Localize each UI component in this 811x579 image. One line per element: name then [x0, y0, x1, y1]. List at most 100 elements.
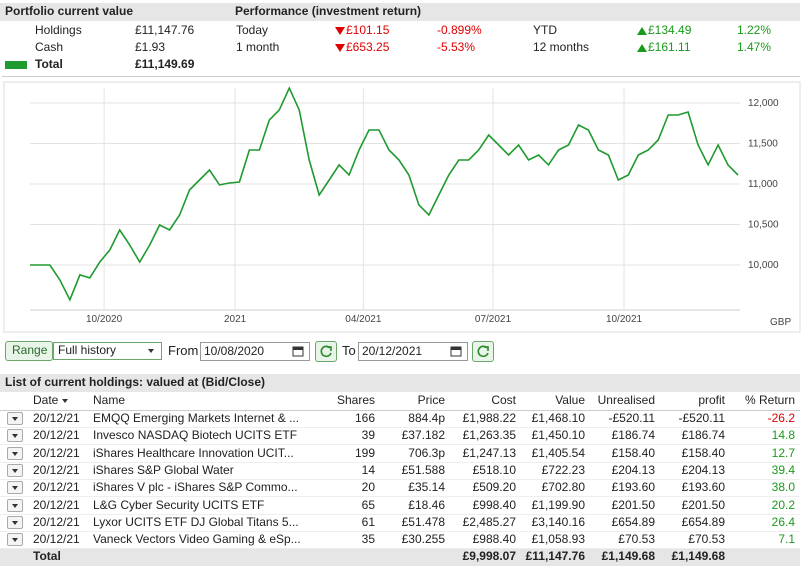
line [30, 86, 739, 302]
column-header[interactable]: Date [33, 393, 59, 407]
cell: £193.60 [611, 480, 655, 495]
cell: 20.2 [771, 497, 795, 512]
cell: £1,058.93 [531, 532, 585, 547]
cell: £1,988.22 [462, 411, 516, 425]
row-menu[interactable] [7, 412, 23, 425]
cell: £70.53 [688, 532, 725, 547]
cell: 26.4 [771, 514, 795, 529]
to-date-input[interactable] [358, 342, 468, 361]
to-date[interactable]: 20/12/2021 [362, 344, 423, 358]
cell: £193.60 [681, 480, 725, 495]
cell: £186.74 [681, 428, 725, 443]
refresh-icon [320, 345, 332, 358]
row-menu[interactable] [7, 533, 23, 547]
cell: £1,247.13 [462, 445, 516, 460]
row-menu[interactable] [7, 498, 23, 512]
cell: Invesco NASDAQ Biotech UCITS ETF [93, 428, 298, 443]
cell: £158.40 [681, 445, 725, 460]
cell: 39 [361, 428, 375, 443]
change-pct: -5.53% [437, 40, 476, 54]
refresh-from[interactable] [315, 341, 337, 362]
summary-value: £1.93 [135, 40, 166, 54]
from-date[interactable]: 10/08/2020 [204, 344, 265, 358]
cell: 12.7 [771, 445, 795, 460]
row-menu[interactable] [7, 515, 23, 529]
refresh-to[interactable] [472, 341, 494, 362]
cell: £35.14 [408, 480, 445, 495]
down-arrow [335, 44, 345, 52]
y-tick-label: 11,000 [748, 179, 778, 190]
y-tick-label: 10,500 [748, 219, 779, 230]
cell: iShares V plc - iShares S&P Commo... [93, 480, 298, 495]
sort-arrow[interactable] [62, 399, 68, 403]
cell: £998.40 [472, 497, 516, 512]
cell: 61 [361, 514, 375, 529]
change-pct: 1.47% [737, 40, 772, 54]
x-tick-label: 04/2021 [345, 314, 382, 325]
row-menu[interactable] [7, 446, 23, 460]
cell: £518.10 [472, 462, 516, 477]
cell: L&G Cyber Security UCITS ETF [93, 497, 265, 512]
change-pct: 1.22% [737, 23, 772, 37]
range-label-box [5, 341, 53, 361]
cell: 20/12/21 [33, 514, 80, 529]
change-pct: -0.899% [437, 23, 482, 37]
cell: £158.40 [611, 445, 655, 460]
change: £134.49 [648, 23, 692, 37]
column-header: % Return [744, 393, 795, 407]
cell: 20/12/21 [33, 462, 80, 477]
from-date-input[interactable] [200, 342, 310, 361]
cell: -£520.11 [678, 411, 725, 425]
range-select[interactable] [53, 342, 162, 360]
cell: £1,450.10 [531, 428, 585, 443]
period: 12 months [533, 40, 590, 54]
from-label: From [168, 343, 199, 358]
period: 1 month [236, 40, 280, 54]
x-tick-label: 10/2020 [86, 314, 123, 325]
holdings-title: List of current holdings: valued at (Bid… [5, 375, 266, 389]
row-menu[interactable] [7, 429, 23, 443]
range-label: Range [12, 343, 48, 357]
cell: 20/12/21 [33, 497, 80, 512]
cell: Lyxor UCITS ETF DJ Global Titans 5... [93, 514, 299, 529]
cell: 35 [361, 532, 375, 547]
calendar-icon[interactable] [450, 345, 462, 357]
y-tick-label: 12,000 [748, 98, 779, 109]
row-menu[interactable] [7, 463, 23, 477]
row-divider [0, 444, 800, 446]
row-divider [0, 478, 800, 480]
range-select-text[interactable]: Full history [58, 343, 117, 357]
to-label: To [342, 343, 356, 358]
cell: 20/12/21 [33, 445, 80, 460]
summary-value: £11,147.76 [135, 23, 195, 37]
columns-row [0, 392, 800, 411]
cell: £3,140.16 [531, 514, 585, 529]
chart: 10,000 10,500 11,000 11,500 12,000 10/2020 202… [3, 81, 801, 333]
y-unit: GBP [770, 317, 791, 328]
summary-label: Total [35, 57, 63, 71]
y-tick-label: 10,000 [748, 260, 779, 271]
cell: 199 [354, 445, 375, 460]
calendar-icon[interactable] [292, 345, 304, 357]
summary-label: Cash [35, 40, 64, 54]
range-select-arrow[interactable] [144, 345, 160, 358]
row-divider [0, 461, 800, 463]
cell: £70.53 [618, 532, 655, 547]
total-profit: £1,149.68 [671, 549, 725, 563]
total-cost: £9,998.07 [462, 549, 516, 563]
cell: £51.588 [401, 462, 445, 477]
x-tick-label: 2021 [224, 314, 247, 325]
cell: iShares S&P Global Water [93, 462, 234, 477]
row-menu[interactable] [7, 481, 23, 495]
cell: 39.4 [771, 462, 795, 477]
row-divider [0, 496, 800, 498]
row-divider [0, 530, 800, 532]
cell: 14.8 [771, 428, 795, 443]
cell: £51.478 [401, 514, 445, 529]
cell: £1,405.54 [531, 445, 585, 460]
summary-label: Holdings [35, 23, 82, 37]
cell: £204.13 [681, 462, 725, 477]
performance-title: Performance (investment return) [235, 4, 422, 18]
change: £101.15 [346, 23, 390, 37]
